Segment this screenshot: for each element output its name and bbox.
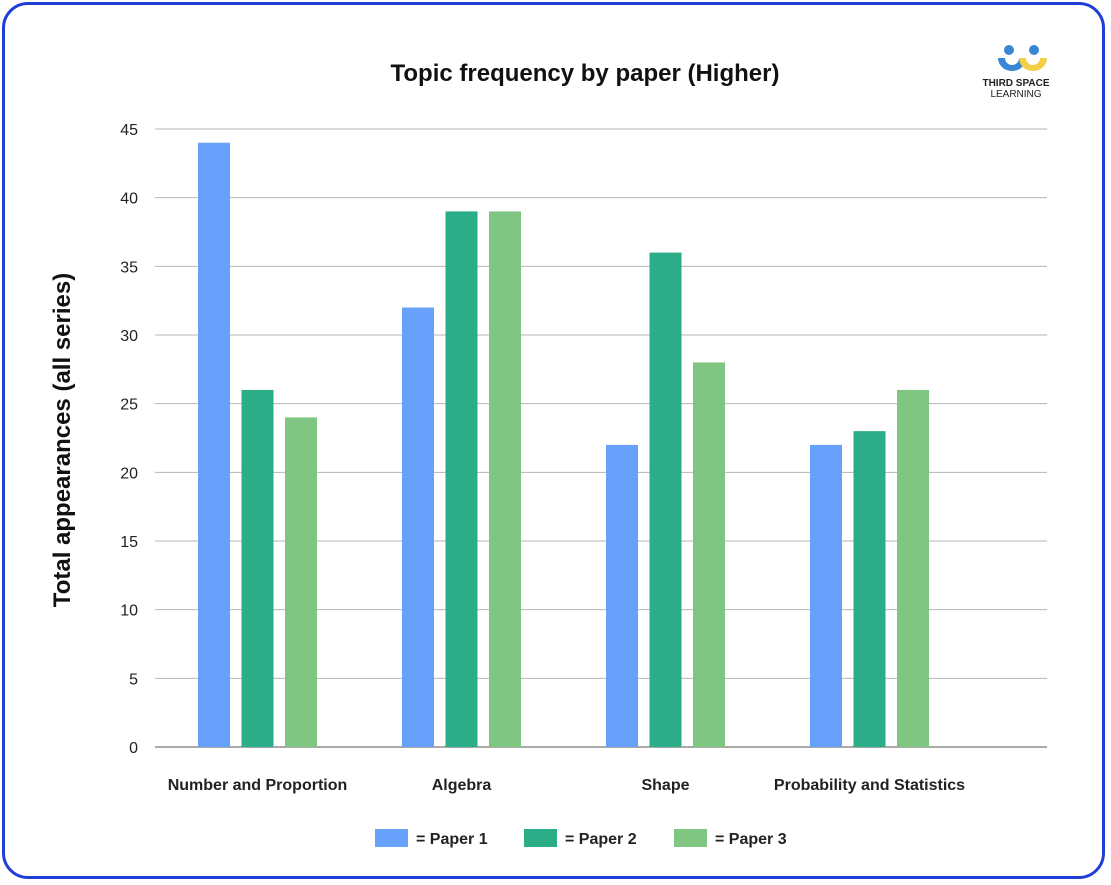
- logo-text-2: LEARNING: [990, 89, 1041, 100]
- logo: THIRD SPACE LEARNING: [982, 45, 1050, 100]
- bar: [897, 389, 929, 747]
- logo-dot-blue: [1004, 45, 1014, 55]
- legend-label: = Paper 1: [416, 831, 488, 848]
- bar: [853, 431, 886, 747]
- bar: [445, 211, 478, 747]
- y-tick-label: 15: [120, 534, 138, 551]
- y-tick-label: 20: [120, 465, 138, 482]
- chart-title: Topic frequency by paper (Higher): [391, 60, 780, 87]
- logo-dot-blue-2: [1029, 45, 1039, 55]
- bar: [198, 142, 230, 747]
- y-tick-label: 40: [120, 191, 138, 208]
- y-tick-label: 25: [120, 397, 138, 414]
- bar: [489, 211, 521, 747]
- y-tick-label: 0: [129, 740, 138, 757]
- bar: [693, 362, 725, 747]
- y-tick-label: 5: [129, 671, 138, 688]
- x-category-label: Probability and Statistics: [774, 777, 965, 794]
- logo-text-1: THIRD SPACE: [982, 78, 1049, 89]
- x-category-label: Algebra: [432, 777, 492, 794]
- legend-label: = Paper 3: [715, 831, 787, 848]
- bar: [402, 307, 434, 747]
- bar: [810, 444, 842, 747]
- legend-swatch: [524, 829, 557, 847]
- x-category-label: Shape: [641, 777, 689, 794]
- bar: [649, 252, 682, 747]
- y-tick-label: 30: [120, 328, 138, 345]
- legend-swatch: [674, 829, 707, 847]
- bar: [285, 417, 317, 747]
- bar: [241, 389, 274, 747]
- logo-arc-yellow: [1019, 58, 1047, 71]
- bar: [606, 444, 638, 747]
- y-tick-label: 10: [120, 603, 138, 620]
- legend-label: = Paper 2: [565, 831, 637, 848]
- y-axis-label: Total appearances (all series): [49, 273, 76, 607]
- y-tick-label: 35: [120, 259, 138, 276]
- logo-arc-blue: [998, 58, 1026, 71]
- x-category-label: Number and Proportion: [168, 777, 348, 794]
- y-tick-label: 45: [120, 122, 138, 139]
- legend-swatch: [375, 829, 408, 847]
